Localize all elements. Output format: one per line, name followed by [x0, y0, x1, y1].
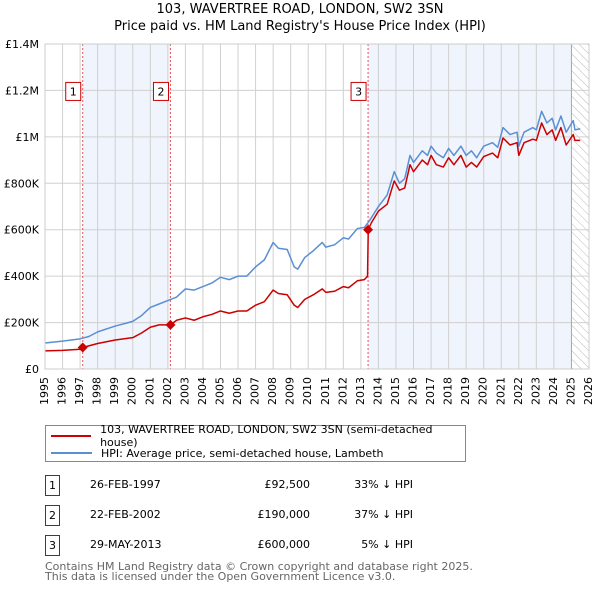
x-tick-label: 2014 [371, 377, 384, 405]
x-tick-label: 2000 [126, 377, 139, 405]
x-tick-label: 2013 [354, 377, 367, 405]
y-tick-label: £600K [4, 224, 40, 237]
property-price-line [44, 122, 581, 352]
chart-legend: 103, WAVERTREE ROAD, LONDON, SW2 3SN (se… [45, 423, 466, 462]
x-tick-label: 2006 [231, 377, 244, 405]
x-tick-label: 2017 [424, 377, 437, 405]
x-tick-label: 2025 [564, 377, 577, 405]
x-tick-label: 2021 [494, 377, 507, 405]
transaction-date: 26-FEB-1997 [90, 478, 161, 491]
transaction-date: 22-FEB-2002 [90, 508, 161, 521]
footer-license: This data is licensed under the Open Gov… [45, 570, 396, 583]
sale-label: 1 [70, 85, 77, 98]
x-tick-label: 2015 [389, 377, 402, 405]
x-tick-label: 2012 [336, 377, 349, 405]
x-tick-label: 2026 [582, 377, 595, 405]
legend-label-hpi: HPI: Average price, semi-detached house,… [101, 446, 384, 460]
legend-swatch-hpi [51, 452, 92, 454]
x-tick-label: 1998 [91, 377, 104, 405]
x-tick-label: 1997 [73, 377, 86, 405]
y-tick-label: £1.4M [5, 38, 39, 51]
y-tick-label: £1.2M [5, 84, 39, 97]
x-tick-label: 2005 [213, 377, 226, 405]
y-tick-label: £0 [25, 363, 39, 376]
sale-point [77, 342, 88, 353]
x-tick-label: 2003 [178, 377, 191, 405]
sale-point [363, 224, 374, 235]
x-tick-label: 2002 [161, 377, 174, 405]
sale-label-box [350, 81, 367, 101]
y-tick-label: £800K [4, 177, 40, 190]
transaction-row: 3 29-MAY-2013 £600,000 5% ↓ HPI [45, 535, 465, 556]
sale-label-box [65, 81, 82, 101]
transaction-row: 1 26-FEB-1997 £92,500 33% ↓ HPI [45, 475, 465, 496]
sale-label: 2 [157, 85, 164, 98]
forecast-hatch [571, 44, 589, 369]
x-tick-label: 1995 [38, 377, 51, 405]
price-chart: 1995 1996 1997 1998 1999 2000 2001 2002 2003 2004… [4, 38, 595, 405]
x-tick-label: 2009 [284, 377, 297, 405]
legend-label-property: 103, WAVERTREE ROAD, LONDON, SW2 3SN (se… [100, 423, 433, 449]
x-tick-label: 2020 [477, 377, 490, 405]
x-tick-label: 2016 [407, 377, 420, 405]
sale-label-box [152, 81, 169, 101]
x-tick-label: 2010 [301, 377, 314, 405]
x-tick-label: 1999 [108, 377, 121, 405]
x-tick-label: 2022 [512, 377, 525, 405]
transaction-number: 1 [45, 475, 60, 496]
transaction-number: 2 [45, 505, 60, 526]
chart-subtitle: Price paid vs. HM Land Registry's House … [114, 19, 486, 34]
y-tick-label: £1M [16, 131, 40, 144]
transaction-hpi: 37% ↓ HPI [354, 508, 413, 521]
x-tick-label: 2024 [547, 377, 560, 405]
transaction-number: 3 [45, 535, 60, 556]
sale-label: 3 [355, 85, 362, 98]
x-tick-label: 2011 [319, 377, 332, 405]
x-tick-label: 2023 [529, 377, 542, 405]
hpi-line [44, 110, 581, 344]
chart-title: 103, WAVERTREE ROAD, LONDON, SW2 3SN [156, 2, 444, 17]
transaction-hpi: 5% ↓ HPI [361, 538, 413, 551]
footer-copyright: Contains HM Land Registry data © Crown c… [45, 560, 473, 573]
transaction-hpi: 33% ↓ HPI [354, 478, 413, 491]
y-tick-label: £200K [4, 317, 40, 330]
transaction-row: 2 22-FEB-2002 £190,000 37% ↓ HPI [45, 505, 465, 526]
transaction-price: £600,000 [257, 538, 311, 551]
transaction-price: £92,500 [264, 478, 311, 491]
x-tick-label: 2008 [266, 377, 279, 405]
x-tick-label: 1996 [56, 377, 69, 405]
shaded-region [368, 44, 572, 369]
x-tick-label: 2001 [143, 377, 156, 405]
x-tick-label: 2004 [196, 377, 209, 405]
x-tick-label: 2019 [459, 377, 472, 405]
x-tick-label: 2007 [249, 377, 262, 405]
transaction-price: £190,000 [257, 508, 311, 521]
legend-swatch-property [51, 435, 92, 437]
transaction-date: 29-MAY-2013 [90, 538, 162, 551]
x-tick-label: 2018 [442, 377, 455, 405]
plot-frame [44, 43, 590, 370]
sale-point [165, 319, 176, 330]
y-tick-label: £400K [4, 270, 40, 283]
